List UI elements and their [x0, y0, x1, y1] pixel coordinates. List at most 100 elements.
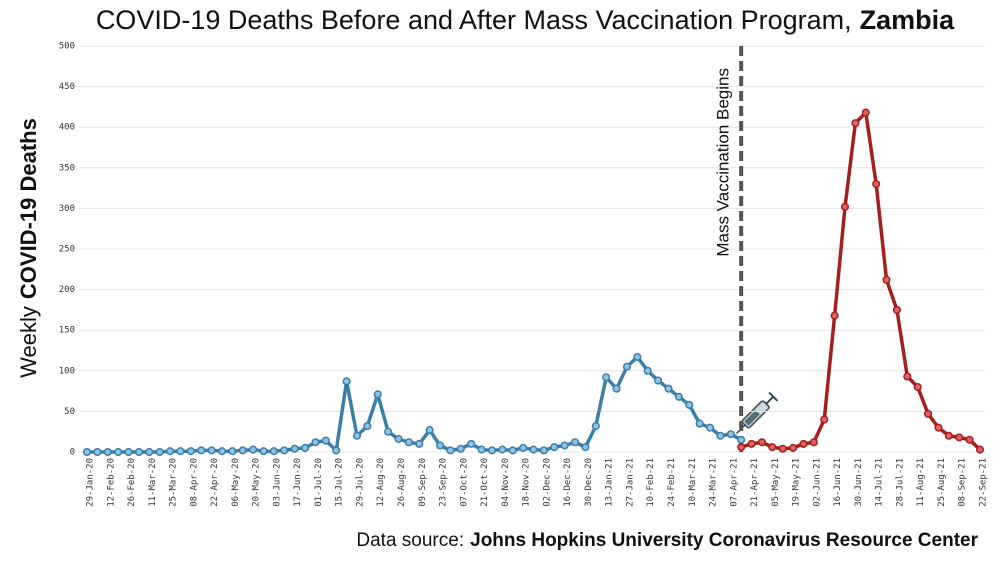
data-point: [124, 447, 133, 457]
data-point: [924, 409, 933, 418]
data-point: [643, 366, 652, 375]
data-point: [487, 446, 497, 455]
data-point: [612, 384, 621, 393]
data-point: [384, 427, 393, 436]
data-point: [737, 435, 746, 444]
data-point: [217, 447, 227, 456]
data-point: [498, 445, 507, 454]
y-tick-label: 350: [59, 163, 75, 173]
x-tick-label: 24-Mar-21: [709, 458, 719, 507]
data-point: [560, 441, 569, 450]
data-point: [519, 443, 528, 452]
ylabel-bold: COVID-19 Deaths: [16, 118, 41, 299]
x-tick-label: 06-May-20: [231, 458, 241, 507]
y-tick-label: 400: [59, 123, 75, 133]
data-point: [238, 446, 247, 455]
data-point: [705, 423, 715, 432]
data-point: [674, 392, 683, 401]
data-point: [456, 444, 465, 453]
data-point: [861, 108, 870, 117]
x-tick-label: 05-May-21: [771, 458, 781, 507]
data-point: [342, 377, 351, 386]
x-tick-label: 12-Feb-20: [106, 458, 116, 507]
x-tick-label: 21-Oct-20: [480, 458, 490, 507]
data-point: [840, 202, 850, 211]
annotation: Mass Vaccination Begins: [714, 68, 733, 257]
data-point: [975, 445, 985, 454]
title-text: COVID-19 Deaths Before and After Mass Va…: [96, 5, 852, 35]
data-point: [965, 435, 974, 444]
x-tick-label: 25-Aug-21: [937, 458, 947, 507]
x-tick-label: 04-Nov-20: [501, 458, 511, 507]
x-tick-label: 22-Sep-21: [979, 458, 989, 507]
data-point: [363, 421, 372, 431]
series-line: [87, 355, 743, 454]
x-tick-label: 26-Aug-20: [397, 458, 407, 507]
data-point: [373, 390, 382, 399]
data-point: [145, 447, 154, 457]
source-prefix: Data source:: [356, 530, 464, 551]
data-point: [913, 382, 922, 392]
data-point: [892, 305, 901, 314]
data-point: [685, 400, 694, 409]
data-point: [186, 447, 195, 456]
x-tick-label: 14-Jul-21: [875, 458, 885, 507]
data-point: [332, 446, 341, 455]
x-tick-label: 29-Jan-20: [86, 458, 96, 507]
data-point: [467, 439, 476, 448]
x-tick-label: 10-Feb-21: [646, 458, 656, 507]
data-point: [425, 426, 434, 435]
data-point: [166, 447, 175, 456]
data-point: [716, 431, 725, 440]
data-point: [809, 438, 818, 447]
x-tick-label: 16-Dec-20: [563, 458, 573, 507]
x-tick-label: 07-Oct-20: [459, 458, 469, 507]
data-point: [664, 384, 673, 393]
x-tick-label: 13-Jan-21: [605, 458, 615, 507]
y-axis-label: Weekly COVID-19 Deaths: [16, 118, 41, 378]
data-point: [352, 431, 362, 440]
x-tick-label: 29-Jul-20: [355, 458, 365, 507]
y-tick-label: 300: [59, 204, 75, 214]
data-point: [321, 436, 330, 445]
data-point: [404, 438, 413, 447]
data-point: [726, 430, 735, 439]
data-point: [757, 438, 766, 447]
x-tick-label: 26-Feb-20: [127, 458, 137, 507]
x-tick-label: 02-Jun-21: [812, 458, 822, 507]
data-point: [508, 446, 517, 455]
y-tick-label: 0: [70, 448, 75, 458]
data-point: [581, 443, 590, 452]
data-point: [228, 447, 237, 456]
data-point: [176, 447, 185, 456]
data-point: [820, 415, 829, 424]
x-tick-label: 19-May-21: [792, 458, 802, 507]
y-tick-label: 100: [59, 366, 75, 376]
data-point: [415, 439, 424, 448]
data-point: [872, 179, 881, 189]
source: Data source: Johns Hopkins University Cor…: [356, 530, 978, 551]
data-point: [290, 444, 299, 453]
x-tick-label: 30-Jun-21: [854, 458, 864, 507]
x-tick-label: 18-Nov-20: [522, 458, 532, 507]
x-tick-label: 11-Mar-20: [148, 458, 158, 507]
source-bold: Johns Hopkins University Coronavirus Res…: [470, 530, 978, 551]
data-point: [602, 373, 611, 382]
data-point: [654, 376, 663, 385]
data-point: [207, 446, 216, 455]
x-tick-label: 28-Jul-21: [895, 458, 905, 507]
x-tick-label: 01-Jul-20: [314, 458, 324, 507]
data-point: [155, 447, 164, 457]
x-tick-label: 08-Sep-21: [958, 458, 968, 507]
data-point: [737, 443, 746, 452]
x-tick-label: 16-Jun-21: [833, 458, 843, 507]
y-tick-label: 200: [59, 285, 75, 295]
data-point: [197, 446, 206, 455]
data-point: [311, 438, 320, 447]
data-point: [944, 431, 953, 440]
data-point: [955, 433, 964, 442]
data-point: [591, 421, 600, 431]
x-tick-label: 23-Sep-20: [439, 458, 449, 507]
syringe-icon: [735, 391, 779, 435]
